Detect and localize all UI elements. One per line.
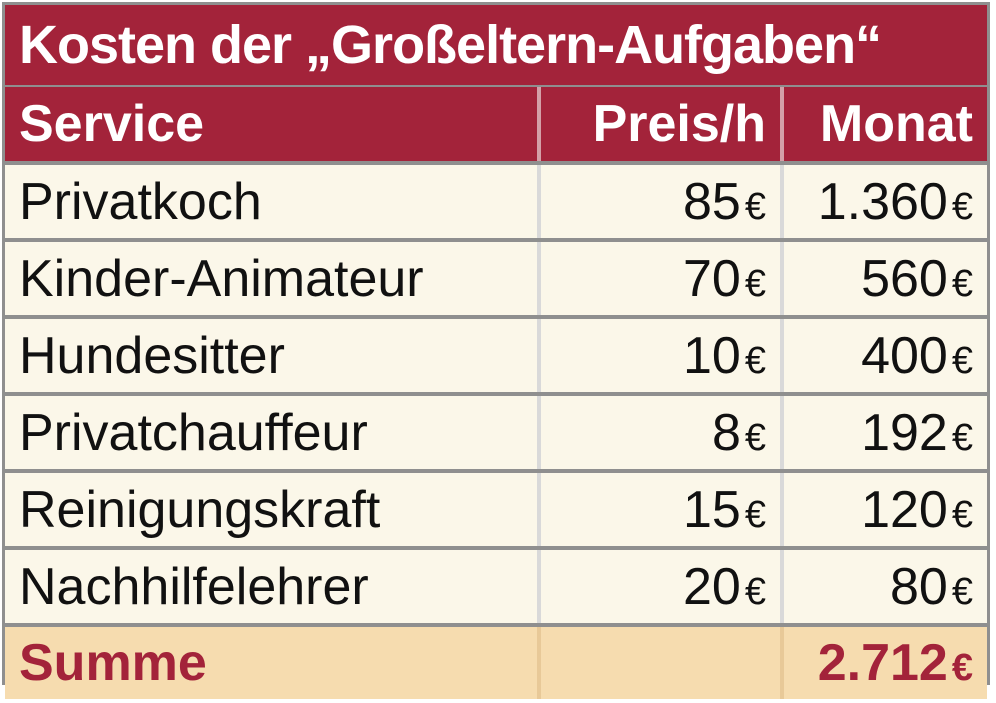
euro-sign: € — [744, 185, 766, 228]
price-cell: 70 € — [537, 242, 780, 315]
price-value: 85 — [683, 172, 741, 231]
sum-month-cell: 2.712 € — [780, 627, 987, 699]
price-value: 15 — [683, 480, 741, 539]
month-cell: 560 € — [780, 242, 987, 315]
price-cell: 85 € — [537, 165, 780, 238]
table-body: Privatkoch 85 €1.360 € Kinder-Animateur 70 €56… — [5, 165, 987, 623]
month-cell: 192 € — [780, 396, 987, 469]
euro-sign: € — [951, 185, 973, 228]
month-value: 560 — [861, 249, 948, 308]
euro-sign: € — [951, 262, 973, 305]
column-header-service: Service — [5, 87, 537, 161]
sum-month-value: 2.712 — [817, 634, 948, 692]
header-row: Service Preis/h Monat — [5, 87, 987, 161]
euro-sign: € — [744, 416, 766, 459]
table-row: Kinder-Animateur 70 €560 € — [5, 242, 987, 315]
price-value: 10 — [683, 326, 741, 385]
price-cell: 8 € — [537, 396, 780, 469]
month-cell: 120 € — [780, 473, 987, 546]
price-value: 20 — [683, 557, 741, 616]
euro-sign: € — [744, 262, 766, 305]
service-cell: Kinder-Animateur — [5, 242, 537, 315]
service-cell: Hundesitter — [5, 319, 537, 392]
service-cell: Privatchauffeur — [5, 396, 537, 469]
euro-sign: € — [951, 647, 973, 689]
month-value: 120 — [861, 480, 948, 539]
service-cell: Nachhilfelehrer — [5, 550, 537, 623]
euro-sign: € — [744, 493, 766, 536]
month-value: 400 — [861, 326, 948, 385]
table-row: Reinigungskraft 15 €120 € — [5, 473, 987, 546]
service-cell: Reinigungskraft — [5, 473, 537, 546]
table-row: Privatchauffeur 8 €192 € — [5, 396, 987, 469]
table-title: Kosten der „Großeltern-Aufgaben“ — [5, 5, 987, 85]
euro-sign: € — [744, 339, 766, 382]
table-row: Nachhilfelehrer 20 €80 € — [5, 550, 987, 623]
sum-price-cell — [537, 627, 780, 699]
price-value: 8 — [711, 403, 741, 462]
cost-table: Service Preis/h Monat Privatkoch 85 €1.360… — [5, 83, 987, 703]
month-cell: 1.360 € — [780, 165, 987, 238]
sum-label: Summe — [5, 627, 537, 699]
price-cell: 15 € — [537, 473, 780, 546]
column-header-month: Monat — [780, 87, 987, 161]
service-cell: Privatkoch — [5, 165, 537, 238]
euro-sign: € — [951, 570, 973, 613]
month-value: 80 — [890, 557, 948, 616]
table-row: Hundesitter 10 €400 € — [5, 319, 987, 392]
month-cell: 400 € — [780, 319, 987, 392]
price-cell: 10 € — [537, 319, 780, 392]
price-cell: 20 € — [537, 550, 780, 623]
month-cell: 80 € — [780, 550, 987, 623]
table-row: Privatkoch 85 €1.360 € — [5, 165, 987, 238]
price-value: 70 — [683, 249, 741, 308]
euro-sign: € — [951, 493, 973, 536]
column-header-price: Preis/h — [537, 87, 780, 161]
euro-sign: € — [951, 339, 973, 382]
sum-row: Summe 2.712 € — [5, 627, 987, 699]
euro-sign: € — [951, 416, 973, 459]
month-value: 1.360 — [817, 172, 948, 231]
month-value: 192 — [861, 403, 948, 462]
euro-sign: € — [744, 570, 766, 613]
